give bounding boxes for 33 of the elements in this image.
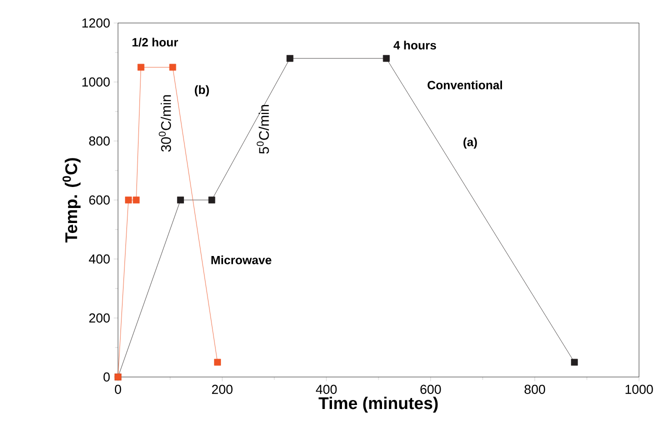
- point: [169, 64, 176, 71]
- point: [214, 358, 221, 366]
- point: [571, 358, 578, 366]
- point: [286, 54, 294, 62]
- y-tick-label: 0: [104, 372, 110, 382]
- x-tick-label: 0: [114, 384, 122, 394]
- annotation: 5$^{0}$C/min: [256, 105, 269, 154]
- point: [138, 64, 144, 71]
- x-tick-label: 600: [420, 384, 441, 394]
- point: [208, 196, 216, 204]
- y-tick-label: 600: [89, 195, 110, 205]
- y-tick-label: 400: [88, 254, 110, 264]
- annotation: 30$^{0}$C/min: [158, 95, 171, 152]
- y-axis-title: Temp. ($^{0}$C): [62, 158, 81, 243]
- annotation: Conventional: [428, 80, 502, 90]
- y-tick-label: 1200: [82, 18, 110, 28]
- point: [125, 196, 132, 204]
- point: [382, 54, 390, 62]
- annotation: 4 hours: [394, 40, 436, 50]
- point: [132, 196, 140, 204]
- y-tick-label: 200: [89, 313, 110, 323]
- x-tick-label: 200: [212, 384, 232, 394]
- x-tick-label: 800: [524, 384, 546, 394]
- point: [177, 196, 184, 204]
- x-axis-title: Time (minutes): [318, 396, 438, 413]
- annotation: Microwave: [211, 256, 272, 264]
- annotation: 1/2 hour: [132, 38, 178, 47]
- annotation: (a): [463, 137, 477, 149]
- x-tick-label: 400: [316, 384, 337, 394]
- y-tick-label: 800: [89, 136, 110, 146]
- y-tick-label: 1000: [82, 77, 110, 87]
- x-tick-label: 1000: [626, 384, 653, 394]
- annotation: (b): [194, 85, 209, 96]
